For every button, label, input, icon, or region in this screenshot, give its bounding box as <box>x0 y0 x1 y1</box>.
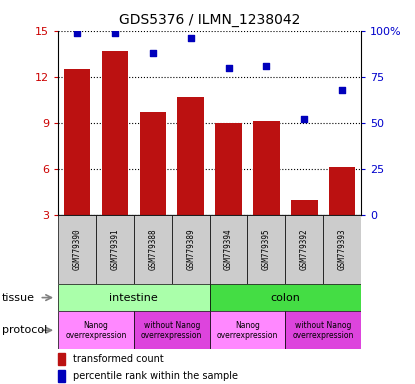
Text: GSM779390: GSM779390 <box>73 229 81 270</box>
Text: colon: colon <box>271 293 300 303</box>
Point <box>112 30 118 36</box>
Point <box>339 87 345 93</box>
Bar <box>64 69 90 215</box>
FancyBboxPatch shape <box>172 215 210 284</box>
Text: percentile rank within the sample: percentile rank within the sample <box>73 371 238 381</box>
Text: GSM779388: GSM779388 <box>148 229 157 270</box>
Bar <box>291 200 317 215</box>
Bar <box>58 370 66 382</box>
Text: tissue: tissue <box>2 293 35 303</box>
Bar <box>58 353 66 365</box>
Text: intestine: intestine <box>110 293 158 303</box>
Point <box>263 63 270 69</box>
Text: protocol: protocol <box>2 325 47 335</box>
FancyBboxPatch shape <box>286 311 361 349</box>
FancyBboxPatch shape <box>286 215 323 284</box>
FancyBboxPatch shape <box>210 215 247 284</box>
FancyBboxPatch shape <box>58 284 210 311</box>
Bar <box>329 167 355 215</box>
Text: GSM779395: GSM779395 <box>262 229 271 270</box>
Bar <box>139 112 166 215</box>
Point <box>74 30 81 36</box>
Text: GSM779394: GSM779394 <box>224 229 233 270</box>
Text: Nanog
overrexpression: Nanog overrexpression <box>217 321 278 340</box>
Text: without Nanog
overrexpression: without Nanog overrexpression <box>293 321 354 340</box>
Bar <box>253 121 280 215</box>
FancyBboxPatch shape <box>247 215 286 284</box>
Point <box>225 65 232 71</box>
Text: transformed count: transformed count <box>73 354 164 364</box>
FancyBboxPatch shape <box>58 215 96 284</box>
Point <box>301 116 308 122</box>
Text: GSM779391: GSM779391 <box>110 229 120 270</box>
Point <box>149 50 156 56</box>
Bar <box>102 51 128 215</box>
FancyBboxPatch shape <box>58 311 134 349</box>
FancyBboxPatch shape <box>96 215 134 284</box>
Text: GSM779392: GSM779392 <box>300 229 309 270</box>
Text: GSM779389: GSM779389 <box>186 229 195 270</box>
FancyBboxPatch shape <box>134 311 210 349</box>
FancyBboxPatch shape <box>134 215 172 284</box>
Bar <box>215 123 242 215</box>
Text: Nanog
overrexpression: Nanog overrexpression <box>65 321 127 340</box>
FancyBboxPatch shape <box>210 284 361 311</box>
Point <box>187 35 194 41</box>
Text: without Nanog
overrexpression: without Nanog overrexpression <box>141 321 203 340</box>
FancyBboxPatch shape <box>210 311 286 349</box>
FancyBboxPatch shape <box>323 215 361 284</box>
Title: GDS5376 / ILMN_1238042: GDS5376 / ILMN_1238042 <box>119 13 300 27</box>
Text: GSM779393: GSM779393 <box>338 229 347 270</box>
Bar <box>177 97 204 215</box>
